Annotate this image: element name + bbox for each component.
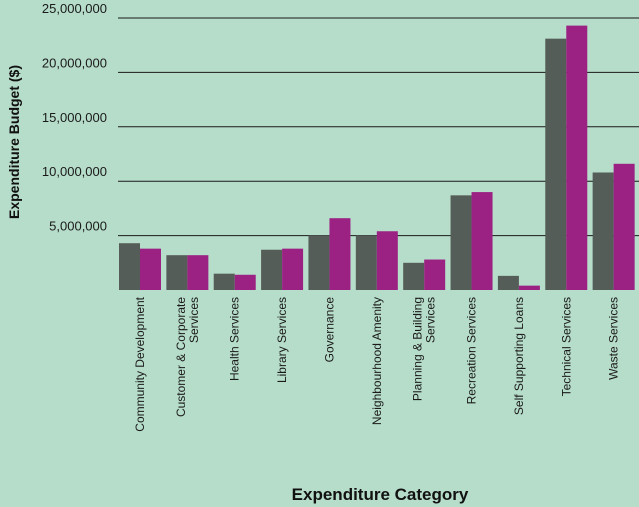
bar: [566, 25, 588, 291]
bar: [592, 172, 614, 290]
x-axis-title: Expenditure Category: [292, 485, 469, 504]
x-tick-label-line: Neighbourhood Amenity: [370, 297, 384, 425]
x-tick-label-line: Recreation Services: [465, 297, 479, 404]
bar: [545, 38, 567, 291]
x-tick-label: Technical Services: [559, 297, 573, 396]
bar: [166, 255, 188, 290]
y-tick-label: 15,000,000: [42, 110, 107, 125]
y-tick-label: 5,000,000: [49, 219, 107, 234]
bar: [282, 248, 304, 290]
bar: [329, 218, 351, 290]
x-tick-label-line: Waste Services: [607, 297, 621, 380]
x-tick-label: Governance: [322, 297, 336, 363]
x-tick-label: Waste Services: [607, 297, 621, 380]
x-tick-label-line: Customer & Corporate: [174, 297, 188, 417]
y-tick-label: 20,000,000: [42, 55, 107, 70]
y-axis-title: Expenditure Budget ($): [6, 65, 22, 219]
bar: [497, 275, 519, 290]
x-tick-label: Recreation Services: [465, 297, 479, 404]
bar: [518, 285, 540, 290]
bar: [403, 262, 425, 290]
x-tick-label-line: Self Supporting Loans: [512, 297, 526, 415]
bar: [234, 274, 256, 290]
x-tick-label-line: Services: [424, 297, 438, 343]
x-tick-label: Library Services: [275, 297, 289, 383]
x-tick-label-line: Services: [187, 297, 201, 343]
x-tick-label: Community Development: [133, 296, 147, 431]
x-axis-ticks: Community Development Customer & Corporat…: [133, 296, 621, 431]
x-tick-label: Planning & Building Services: [411, 297, 438, 401]
x-tick-label: Health Services: [228, 297, 242, 381]
x-tick-label: Self Supporting Loans: [512, 297, 526, 415]
bar: [187, 255, 209, 290]
x-tick-label-line: Library Services: [275, 297, 289, 383]
bar: [376, 231, 398, 290]
x-tick-label: Neighbourhood Amenity: [370, 297, 384, 425]
x-tick-label-line: Governance: [322, 297, 336, 363]
bars: [119, 25, 635, 291]
bar: [119, 243, 140, 290]
x-tick-label-line: Health Services: [228, 297, 242, 381]
y-tick-label: 10,000,000: [42, 164, 107, 179]
bar: [471, 192, 493, 290]
bar: [355, 235, 377, 290]
bar: [140, 248, 161, 290]
x-tick-label-line: Planning & Building: [411, 297, 425, 401]
y-axis-ticks: 5,000,000 10,000,000 15,000,000 20,000,000 2…: [42, 1, 107, 234]
x-tick-label-line: Technical Services: [559, 297, 573, 396]
x-tick-label-line: Community Development: [133, 296, 147, 431]
bar: [308, 235, 330, 290]
bar: [424, 259, 446, 290]
bar: [213, 273, 235, 290]
bar: [261, 249, 283, 290]
bar: [613, 163, 635, 290]
y-tick-label: 25,000,000: [42, 1, 107, 16]
x-tick-label: Customer & Corporate Services: [174, 297, 201, 417]
bar: [450, 195, 472, 290]
